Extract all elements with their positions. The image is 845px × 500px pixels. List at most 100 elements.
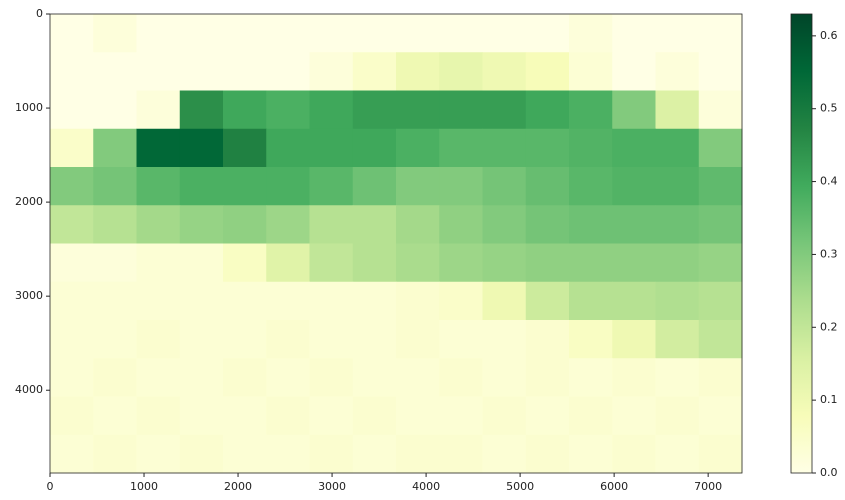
heat-cell: [698, 396, 743, 436]
heat-cell: [352, 205, 397, 244]
heat-cell: [266, 14, 310, 53]
heat-cell: [309, 434, 354, 474]
heat-cell: [439, 90, 483, 130]
heat-cell: [266, 434, 310, 474]
heat-cell: [698, 52, 743, 91]
heat-cell: [655, 281, 700, 321]
heat-cell: [93, 358, 137, 397]
x-tick-label: 4000: [412, 480, 440, 493]
heat-cell: [93, 167, 137, 206]
heat-cell: [655, 358, 700, 397]
heat-cell: [698, 167, 743, 206]
heat-cell: [482, 320, 527, 359]
heat-cell: [655, 128, 700, 168]
colorbar-tick-label: 0.6: [820, 29, 838, 42]
heat-cell: [309, 90, 354, 130]
heat-cell: [439, 243, 483, 283]
heat-cell: [50, 281, 94, 321]
heat-cell: [439, 52, 483, 91]
colorbar-tick-label: 0.0: [820, 466, 838, 479]
heat-cell: [525, 52, 570, 91]
heat-cell: [352, 358, 397, 397]
heat-cell: [309, 205, 354, 244]
heat-cell: [93, 320, 137, 359]
heat-cell: [612, 396, 656, 436]
heat-cell: [179, 358, 224, 397]
heat-cell: [352, 243, 397, 283]
heat-cell: [396, 434, 440, 474]
heat-cell: [482, 167, 527, 206]
heat-cell: [482, 14, 527, 53]
heat-cell: [352, 320, 397, 359]
heat-cell: [136, 167, 181, 206]
heat-cell: [655, 320, 700, 359]
heat-cell: [136, 281, 181, 321]
heat-cell: [223, 90, 267, 130]
heat-cell: [352, 14, 397, 53]
heat-cell: [179, 167, 224, 206]
heat-cell: [179, 90, 224, 130]
colorbar-tick-label: 0.2: [820, 320, 838, 333]
heat-cell: [396, 281, 440, 321]
heat-cell: [396, 167, 440, 206]
heat-cell: [93, 128, 137, 168]
heat-cell: [655, 396, 700, 436]
heat-cell: [266, 358, 310, 397]
heat-cell: [698, 128, 743, 168]
heat-cell: [50, 128, 94, 168]
heat-cell: [396, 205, 440, 244]
heat-cell: [698, 205, 743, 244]
heat-cell: [93, 281, 137, 321]
colorbar-tick-label: 0.1: [820, 393, 838, 406]
heat-cell: [482, 243, 527, 283]
colorbar-tick-label: 0.3: [820, 247, 838, 260]
heat-cell: [612, 14, 656, 53]
heat-cell: [309, 358, 354, 397]
heat-cell: [223, 167, 267, 206]
heat-cell: [569, 320, 613, 359]
heat-cell: [655, 167, 700, 206]
heat-cell: [569, 358, 613, 397]
heat-cell: [309, 243, 354, 283]
x-tick-label: 1000: [130, 480, 158, 493]
heat-cell: [266, 320, 310, 359]
heat-cell: [482, 434, 527, 474]
heat-cell: [266, 167, 310, 206]
heat-cell: [525, 167, 570, 206]
heat-cell: [50, 434, 94, 474]
heat-cell: [136, 396, 181, 436]
heat-cell: [655, 90, 700, 130]
heat-cell: [352, 90, 397, 130]
heat-cell: [50, 396, 94, 436]
heat-cell: [612, 434, 656, 474]
heat-cell: [698, 320, 743, 359]
heat-cell: [439, 205, 483, 244]
heat-cell: [179, 128, 224, 168]
heat-cell: [93, 52, 137, 91]
heat-cell: [136, 52, 181, 91]
heat-cell: [698, 243, 743, 283]
x-tick-label: 3000: [318, 480, 346, 493]
colorbar-tick-label: 0.4: [820, 175, 838, 188]
heat-cell: [136, 434, 181, 474]
heat-cell: [525, 396, 570, 436]
heat-cell: [396, 320, 440, 359]
heat-cell: [612, 320, 656, 359]
heat-cell: [136, 320, 181, 359]
heat-cell: [352, 128, 397, 168]
heat-cell: [612, 358, 656, 397]
heat-cell: [482, 358, 527, 397]
heat-cell: [525, 128, 570, 168]
heat-cell: [223, 243, 267, 283]
heat-cell: [396, 90, 440, 130]
y-tick-label: 1000: [15, 101, 43, 114]
heat-cell: [396, 358, 440, 397]
heat-cell: [50, 205, 94, 244]
heat-cell: [352, 434, 397, 474]
heat-cell: [309, 14, 354, 53]
heat-cell: [50, 90, 94, 130]
heat-cell: [439, 167, 483, 206]
heat-cell: [525, 320, 570, 359]
y-tick-label: 0: [36, 7, 43, 20]
